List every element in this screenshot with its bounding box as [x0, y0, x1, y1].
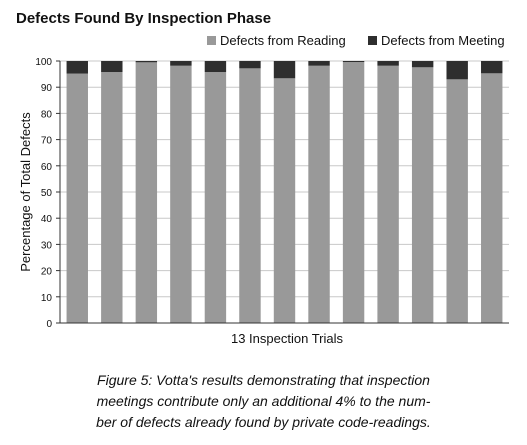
bar-reading	[377, 65, 399, 323]
bar-reading	[342, 62, 365, 323]
y-tick-label: 40	[41, 214, 53, 225]
bar-meeting	[411, 61, 434, 68]
bar-reading	[239, 68, 261, 323]
figure-caption: Figure 5: Votta's results demonstrating …	[0, 370, 527, 433]
legend-swatch	[368, 36, 377, 45]
bar-meeting	[239, 61, 261, 69]
y-tick-label: 80	[41, 109, 53, 120]
bar-reading	[273, 78, 296, 324]
legend-label: Defects from Meeting	[381, 33, 505, 48]
bar-reading	[101, 72, 123, 323]
chart-title: Defects Found By Inspection Phase	[16, 10, 272, 27]
bar-meeting	[308, 61, 330, 66]
caption-line-1: Figure 5: Votta's results demonstrating …	[97, 372, 430, 388]
y-tick-label: 30	[41, 240, 53, 251]
legend-label: Defects from Reading	[220, 33, 346, 48]
y-axis-label: Percentage of Total Defects	[18, 112, 33, 272]
legend-swatch	[207, 36, 216, 45]
caption-line-3: ber of defects already found by private …	[96, 414, 431, 430]
stacked-bar-chart: Defects from Reading Defects from Meeting…	[18, 33, 509, 346]
bar-meeting	[204, 61, 227, 73]
bars	[66, 61, 503, 324]
y-tick-label: 70	[41, 136, 53, 147]
y-tick-label: 50	[41, 188, 53, 199]
bar-reading	[66, 73, 88, 324]
bar-meeting	[273, 61, 296, 79]
bar-meeting	[101, 61, 123, 73]
bar-meeting	[66, 61, 88, 74]
y-tick-label: 0	[46, 319, 52, 330]
bar-meeting	[446, 61, 468, 80]
bar-reading	[204, 72, 227, 323]
bar-meeting	[481, 61, 503, 74]
y-tick-label: 20	[41, 267, 53, 278]
x-axis-label: 13 Inspection Trials	[231, 331, 344, 346]
bar-meeting	[170, 61, 192, 66]
bar-reading	[170, 65, 192, 323]
y-tick-label: 10	[41, 293, 53, 304]
bar-reading	[446, 79, 468, 323]
bar-reading	[411, 67, 434, 324]
caption-line-2: meetings contribute only an additional 4…	[96, 393, 431, 409]
bar-reading	[308, 65, 330, 323]
y-tick-label: 60	[41, 162, 53, 173]
bar-meeting	[135, 61, 158, 63]
y-tick-label: 100	[35, 57, 52, 68]
bar-reading	[481, 73, 503, 324]
y-tick-label: 90	[41, 83, 53, 94]
legend: Defects from Reading Defects from Meeting	[207, 33, 505, 48]
bar-reading	[135, 62, 158, 324]
axes: 0 10 20 30 40 50 60 70 80 90 100	[35, 57, 509, 330]
bar-meeting	[342, 61, 365, 63]
bar-meeting	[377, 61, 399, 66]
